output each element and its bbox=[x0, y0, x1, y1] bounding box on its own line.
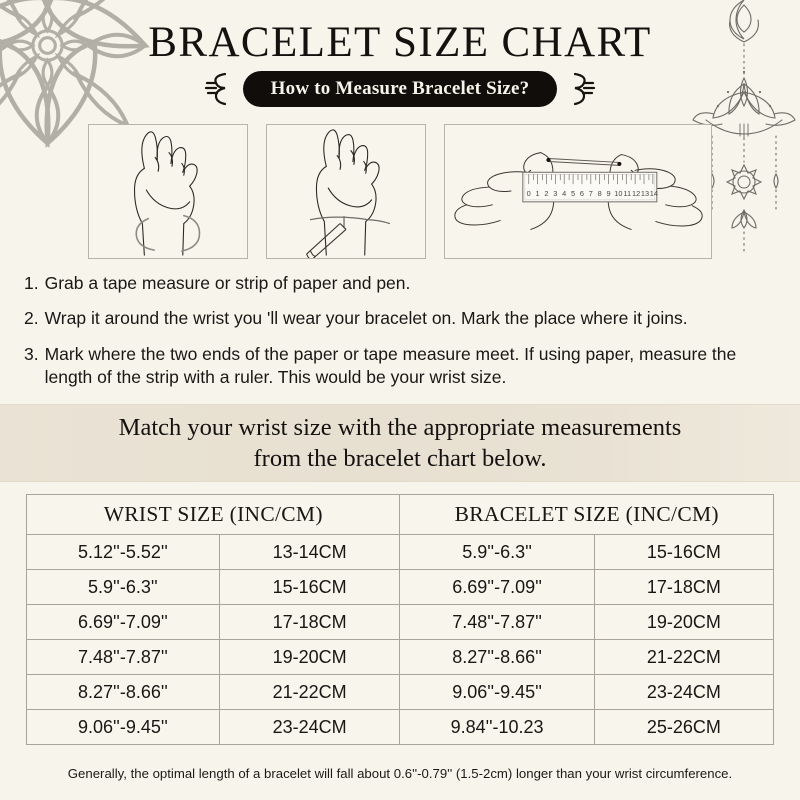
match-size-banner: Match your wrist size with the appropria… bbox=[0, 404, 800, 482]
size-table-wrapper: WRIST SIZE (INC/CM) BRACELET SIZE (INC/C… bbox=[25, 494, 775, 745]
cell-bracelet-inch: 6.69''-7.09'' bbox=[399, 569, 595, 605]
cell-bracelet-inch: 9.06''-9.45'' bbox=[399, 674, 595, 710]
cell-bracelet-inch: 5.9''-6.3'' bbox=[399, 534, 595, 570]
banner-line-2: from the bracelet chart below. bbox=[253, 445, 547, 472]
cell-bracelet-cm: 21-22CM bbox=[593, 639, 775, 675]
step-text: Mark where the two ends of the paper or … bbox=[44, 343, 737, 388]
cell-wrist-cm: 19-20CM bbox=[218, 639, 401, 675]
banner-line-1: Match your wrist size with the appropria… bbox=[118, 413, 682, 441]
instruction-step: 3. Mark where the two ends of the paper … bbox=[24, 343, 780, 390]
page-title: BRACELET SIZE CHART bbox=[148, 19, 652, 66]
column-header-bracelet-size: BRACELET SIZE (INC/CM) bbox=[399, 494, 774, 535]
footnote-text: Generally, the optimal length of a brace… bbox=[67, 766, 733, 781]
step-number: 3. bbox=[24, 343, 39, 364]
table-row: 7.48''-7.87'' 19-20CM 8.27''-8.66'' 21-2… bbox=[26, 639, 775, 675]
subtitle-row: How to Measure Bracelet Size? bbox=[0, 70, 800, 108]
cell-wrist-inch: 7.48''-7.87'' bbox=[26, 639, 220, 675]
cell-wrist-inch: 6.69''-7.09'' bbox=[26, 604, 220, 640]
svg-text:0: 0 bbox=[527, 189, 531, 198]
table-row: 5.12''-5.52'' 13-14CM 5.9''-6.3'' 15-16C… bbox=[26, 534, 775, 570]
bracelet-size-table: WRIST SIZE (INC/CM) BRACELET SIZE (INC/C… bbox=[25, 494, 775, 745]
svg-text:13: 13 bbox=[641, 189, 649, 198]
cell-wrist-inch: 5.9''-6.3'' bbox=[26, 569, 220, 605]
instruction-step: 1. Grab a tape measure or strip of paper… bbox=[24, 272, 780, 295]
svg-text:1: 1 bbox=[536, 189, 540, 198]
column-header-wrist-size: WRIST SIZE (INC/CM) bbox=[25, 494, 401, 535]
step-text: Wrap it around the wrist you 'll wear yo… bbox=[44, 308, 688, 329]
table-row: 8.27''-8.66'' 21-22CM 9.06''-9.45'' 23-2… bbox=[26, 674, 775, 710]
svg-text:11: 11 bbox=[623, 189, 631, 198]
cell-wrist-cm: 13-14CM bbox=[218, 534, 401, 570]
cell-bracelet-cm: 25-26CM bbox=[593, 709, 775, 745]
cell-bracelet-cm: 15-16CM bbox=[593, 534, 775, 570]
flourish-right-icon bbox=[574, 72, 596, 106]
step-number: 1. bbox=[24, 273, 39, 293]
cell-wrist-cm: 15-16CM bbox=[218, 569, 401, 605]
subtitle-badge: How to Measure Bracelet Size? bbox=[242, 71, 558, 107]
cell-wrist-inch: 5.12''-5.52'' bbox=[26, 534, 220, 570]
cell-bracelet-cm: 23-24CM bbox=[593, 674, 775, 710]
cell-bracelet-inch: 7.48''-7.87'' bbox=[399, 604, 595, 640]
svg-text:12: 12 bbox=[632, 189, 640, 198]
cell-wrist-inch: 9.06''-9.45'' bbox=[26, 709, 220, 745]
step-number: 2. bbox=[24, 308, 39, 329]
cell-wrist-inch: 8.27''-8.66'' bbox=[26, 674, 220, 710]
svg-text:3: 3 bbox=[553, 189, 557, 198]
svg-text:5: 5 bbox=[571, 189, 575, 198]
svg-text:8: 8 bbox=[598, 189, 602, 198]
table-row: 6.69''-7.09'' 17-18CM 7.48''-7.87'' 19-2… bbox=[26, 604, 775, 640]
cell-wrist-cm: 21-22CM bbox=[218, 674, 401, 710]
step-text: Grab a tape measure or strip of paper an… bbox=[44, 273, 411, 293]
illustration-hand-with-tape-around-wrist bbox=[88, 124, 248, 259]
cell-wrist-cm: 23-24CM bbox=[218, 709, 401, 745]
svg-text:6: 6 bbox=[580, 189, 584, 198]
svg-text:7: 7 bbox=[589, 189, 593, 198]
instruction-step: 2. Wrap it around the wrist you 'll wear… bbox=[24, 307, 780, 330]
instruction-list: 1. Grab a tape measure or strip of paper… bbox=[24, 272, 780, 402]
banner-text: Match your wrist size with the appropria… bbox=[97, 412, 704, 475]
svg-text:10: 10 bbox=[614, 189, 622, 198]
cell-bracelet-cm: 19-20CM bbox=[593, 604, 775, 640]
illustration-hand-marking-tape-with-pen bbox=[266, 124, 426, 259]
cell-wrist-cm: 17-18CM bbox=[218, 604, 401, 640]
cell-bracelet-inch: 9.84''-10.23 bbox=[399, 709, 595, 745]
flourish-left-icon bbox=[204, 72, 226, 106]
cell-bracelet-cm: 17-18CM bbox=[593, 569, 775, 605]
cell-bracelet-inch: 8.27''-8.66'' bbox=[399, 639, 595, 675]
table-header-row: WRIST SIZE (INC/CM) BRACELET SIZE (INC/C… bbox=[25, 494, 774, 535]
svg-text:4: 4 bbox=[562, 189, 566, 198]
table-row: 9.06''-9.45'' 23-24CM 9.84''-10.23 25-26… bbox=[26, 709, 775, 745]
table-row: 5.9''-6.3'' 15-16CM 6.69''-7.09'' 17-18C… bbox=[26, 569, 775, 605]
svg-text:2: 2 bbox=[544, 189, 548, 198]
svg-text:9: 9 bbox=[606, 189, 610, 198]
svg-text:14: 14 bbox=[650, 189, 658, 198]
